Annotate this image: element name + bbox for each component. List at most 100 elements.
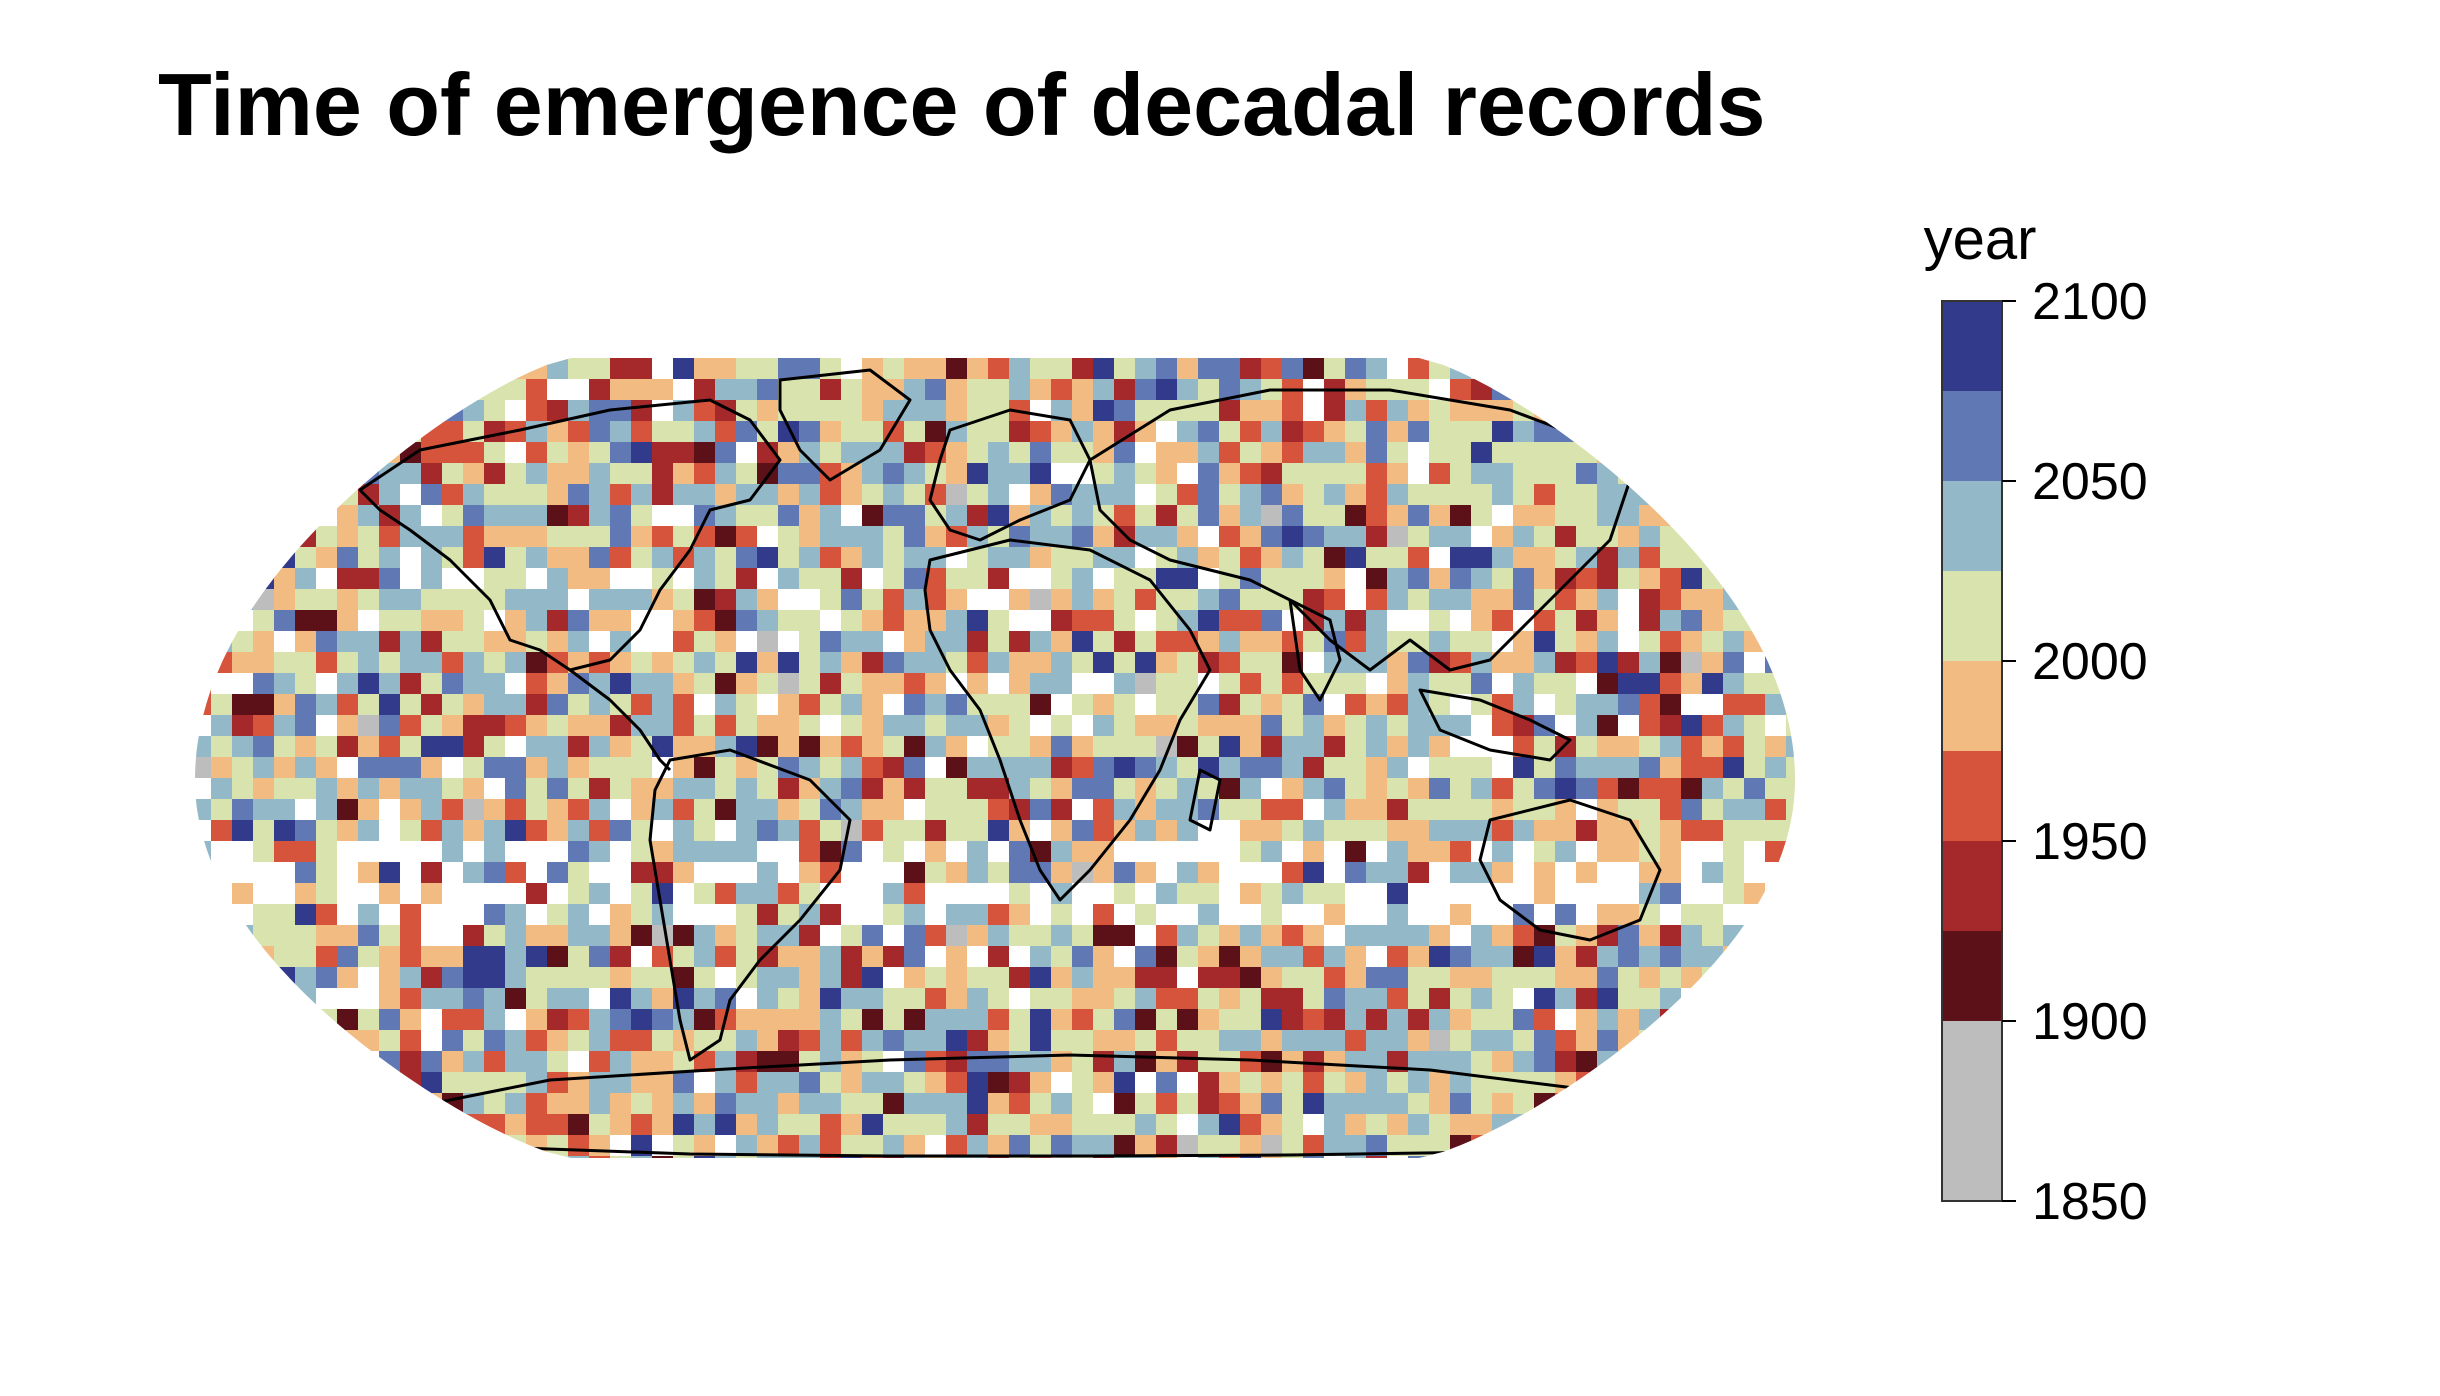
grid-cell [1177,1030,1199,1052]
grid-cell [736,358,758,380]
grid-cell [1534,484,1556,506]
grid-cell [1177,652,1199,674]
grid-cell [195,1114,212,1136]
grid-cell [1219,946,1241,968]
grid-cell [1408,904,1430,926]
grid-cell [1744,1030,1766,1052]
grid-cell [1387,610,1409,632]
grid-cell [1009,967,1031,989]
grid-cell [1786,610,1795,632]
grid-cell [358,694,380,716]
grid-cell [484,547,506,569]
grid-cell [694,967,716,989]
grid-cell [1366,1114,1388,1136]
grid-cell [1429,610,1451,632]
grid-cell [211,988,233,1010]
grid-cell [1282,1030,1304,1052]
grid-cell [1177,820,1199,842]
grid-cell [1639,631,1661,653]
grid-cell [316,967,338,989]
grid-cell [925,1030,947,1052]
grid-cell [526,967,548,989]
grid-cell [1534,547,1556,569]
grid-cell [1156,757,1178,779]
grid-cell [1597,757,1619,779]
grid-cell [1156,799,1178,821]
grid-cell [1009,1030,1031,1052]
grid-cell [631,442,653,464]
grid-cell [547,589,569,611]
grid-cell [1744,526,1766,548]
grid-cell [274,757,296,779]
grid-cell [610,820,632,842]
grid-cell [1576,1156,1598,1158]
grid-cell [526,925,548,947]
grid-cell [862,505,884,527]
grid-cell [400,1114,422,1136]
grid-cell [253,883,275,905]
grid-cell [694,379,716,401]
grid-cell [736,379,758,401]
grid-cell [358,421,380,443]
grid-cell [1450,799,1472,821]
grid-cell [295,715,317,737]
grid-cell [1597,631,1619,653]
grid-cell [862,883,884,905]
grid-cell [946,841,968,863]
grid-cell [1723,841,1745,863]
grid-cell [1450,904,1472,926]
grid-cell [1366,841,1388,863]
grid-cell [1135,862,1157,884]
grid-cell [1408,463,1430,485]
grid-cell [1450,988,1472,1010]
grid-cell [400,841,422,863]
grid-cell [526,1156,548,1158]
grid-cell [1576,610,1598,632]
grid-cell [1765,925,1787,947]
grid-cell [631,988,653,1010]
grid-cell [946,904,968,926]
grid-cell [904,946,926,968]
grid-cell [1366,1009,1388,1031]
grid-cell [1219,841,1241,863]
grid-cell [1681,1156,1703,1158]
grid-cell [904,715,926,737]
grid-cell [1051,820,1073,842]
grid-cell [610,757,632,779]
grid-cell [358,1114,380,1136]
grid-cell [316,1072,338,1094]
grid-cell [610,484,632,506]
grid-cell [1156,568,1178,590]
grid-cell [1450,757,1472,779]
grid-cell [316,505,338,527]
grid-cell [1471,1135,1493,1157]
grid-cell [1555,988,1577,1010]
grid-cell [379,421,401,443]
grid-cell [946,652,968,674]
grid-cell [1639,694,1661,716]
grid-cell [1744,1009,1766,1031]
grid-cell [1786,400,1795,422]
grid-cell [1345,757,1367,779]
grid-cell [253,799,275,821]
grid-cell [400,1072,422,1094]
grid-cell [904,925,926,947]
grid-cell [1639,463,1661,485]
grid-cell [967,1030,989,1052]
grid-cell [526,736,548,758]
grid-cell [1744,1114,1766,1136]
grid-cell [1240,1114,1262,1136]
grid-cell [820,862,842,884]
grid-cell [1786,547,1795,569]
grid-cell [799,1114,821,1136]
grid-cell [1114,1030,1136,1052]
grid-cell [274,715,296,737]
grid-cell [1471,862,1493,884]
grid-cell [610,673,632,695]
grid-cell [211,1030,233,1052]
grid-cell [1072,946,1094,968]
grid-cell [1471,1114,1493,1136]
grid-cell [736,883,758,905]
grid-cell [253,1030,275,1052]
grid-cell [1618,988,1640,1010]
